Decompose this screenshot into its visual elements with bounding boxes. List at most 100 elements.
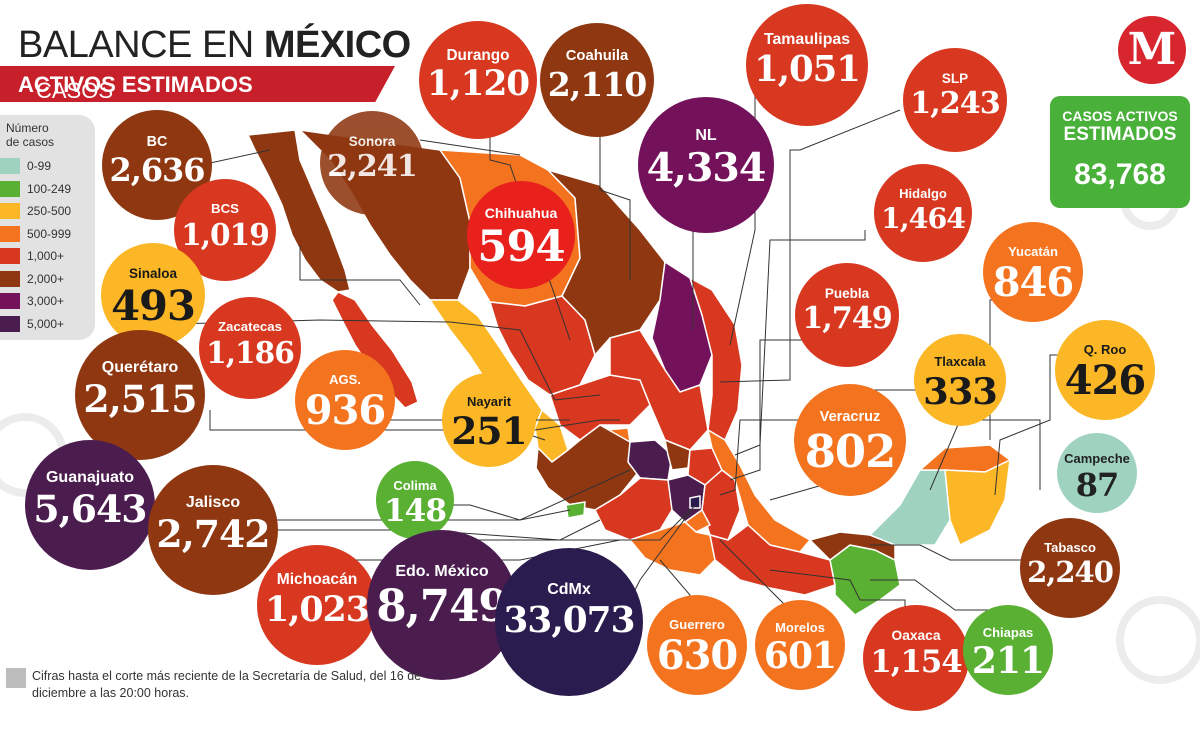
legend-swatch: [0, 158, 20, 174]
state-name: Guanajuato: [45, 468, 134, 486]
legend-swatch: [0, 270, 20, 287]
state-name: AGS.: [329, 372, 361, 387]
state-name: BC: [146, 134, 168, 151]
state-name: CdMx: [547, 580, 591, 598]
total-value: 83,768: [1074, 158, 1166, 191]
legend-swatch: [0, 293, 20, 309]
state-bubble: Campeche 87: [1057, 433, 1137, 513]
state-bubble: Oaxaca 1,154: [863, 605, 969, 711]
map-tabasco: [809, 531, 896, 561]
state-name: Jalisco: [185, 493, 241, 511]
state-name: Sinaloa: [128, 265, 178, 281]
state-bubble: Morelos 601: [755, 600, 845, 690]
legend-swatch: [0, 315, 20, 332]
legend-label: 0-99: [27, 159, 52, 173]
state-bubble: Guanajuato 5,643: [25, 440, 155, 570]
state-name: Campeche: [1064, 450, 1130, 466]
state-name: Hidalgo: [899, 185, 947, 201]
state-name: Durango: [446, 46, 510, 64]
legend: Número de casos 0-99 100-249 250-500 500-999…: [0, 115, 95, 340]
state-name: Puebla: [824, 285, 870, 301]
state-value: 2,241: [327, 149, 418, 185]
page-title: BALANCE EN MÉXICO: [18, 24, 411, 67]
footnote-text: Cifras hasta el corte más reciente de la…: [32, 669, 422, 700]
legend-label: 250-500: [27, 204, 72, 218]
state-bubble: Edo. México 8,749: [367, 530, 517, 680]
state-name: Michoacán: [276, 571, 358, 589]
state-name: Tabasco: [1044, 540, 1096, 555]
state-bubble: Tabasco 2,240: [1020, 518, 1120, 618]
state-value: 1,120: [426, 64, 530, 105]
state-bubble: Veracruz 802: [794, 384, 906, 496]
state-value: 630: [656, 632, 739, 679]
state-name: SLP: [941, 70, 969, 86]
state-value: 211: [971, 639, 1045, 682]
subtitle-bold: ACTIVOS ESTIMADOS: [18, 72, 253, 97]
state-value: 1,464: [880, 200, 966, 235]
state-value: 493: [111, 281, 196, 331]
state-bubble: Yucatán 846: [983, 222, 1083, 322]
subtitle: CASOS ACTIVOS ESTIMADOS: [18, 72, 253, 102]
subtitle-regular: CASOS: [36, 78, 114, 103]
state-bubble: Coahuila 2,110: [540, 23, 654, 137]
total-box: CASOS ACTIVOS ESTIMADOS 83,768: [1050, 96, 1190, 208]
state-name: Tlaxcala: [934, 354, 986, 370]
state-name: NL: [695, 126, 717, 144]
state-value: 1,243: [910, 86, 1001, 122]
legend-label: 100-249: [27, 181, 72, 196]
state-name: Morelos: [775, 619, 825, 635]
state-value: 33,073: [503, 598, 636, 641]
milenio-logo: M: [1118, 16, 1186, 84]
state-name: Oaxaca: [891, 628, 941, 644]
map-colima: [565, 501, 586, 519]
state-name: BCS: [211, 201, 239, 217]
total-label-line2: ESTIMADOS: [1063, 124, 1177, 145]
state-value: 1,051: [754, 48, 861, 90]
state-value: 4,334: [646, 144, 767, 191]
state-value: 601: [763, 634, 837, 677]
state-bubble: Tamaulipas 1,051: [746, 4, 868, 126]
legend-label: 1,000+: [27, 249, 65, 263]
legend-label: 3,000+: [27, 294, 65, 308]
legend-title-line1: Número: [6, 121, 49, 135]
state-value: 2,515: [83, 376, 197, 421]
state-name: Yucatán: [1008, 244, 1058, 259]
state-name: Nayarit: [466, 393, 512, 409]
legend-swatch: [0, 203, 20, 219]
state-value: 594: [477, 220, 565, 272]
state-bubble: Durango 1,120: [419, 21, 537, 139]
state-name: Chiapas: [982, 624, 1034, 640]
state-bubble: Guerrero 630: [647, 595, 747, 695]
state-value: 2,636: [109, 150, 206, 189]
state-bubble: CdMx 33,073: [495, 548, 643, 696]
state-bubble: AGS. 936: [295, 350, 395, 450]
legend-swatch: [0, 248, 20, 264]
legend-title: Número de casos: [6, 121, 54, 149]
state-bubble: Jalisco 2,742: [148, 465, 278, 595]
state-name: Zacatecas: [217, 319, 283, 335]
title-regular: BALANCE EN: [18, 24, 264, 66]
legend-swatch: [0, 225, 20, 242]
title-bold: MÉXICO: [263, 24, 411, 66]
state-bubble: Sinaloa 493: [101, 243, 205, 347]
state-value: 148: [383, 493, 447, 530]
state-value: 2,110: [547, 64, 648, 104]
state-bubble: Michoacán 1,023: [257, 545, 377, 665]
state-bubble: Querétaro 2,515: [75, 330, 205, 460]
state-bubble: Zacatecas 1,186: [199, 297, 301, 399]
state-value: 936: [304, 387, 387, 434]
state-name: Edo. México: [395, 563, 489, 580]
state-value: 1,186: [206, 334, 295, 370]
map-qroo: [944, 459, 1011, 546]
state-bubble: Sonora 2,241: [320, 111, 424, 215]
total-label-line1: CASOS ACTIVOS: [1062, 108, 1178, 124]
state-value: 8,749: [376, 581, 508, 632]
state-value: 5,643: [33, 486, 147, 531]
state-value: 802: [804, 425, 897, 479]
state-value: 846: [992, 259, 1075, 306]
legend-label: 2,000+: [27, 271, 65, 286]
state-bubble: Colima 148: [376, 461, 454, 539]
legend-label: 500-999: [27, 226, 72, 241]
state-bubble: NL 4,334: [638, 97, 774, 233]
state-bubble: Nayarit 251: [442, 373, 536, 467]
